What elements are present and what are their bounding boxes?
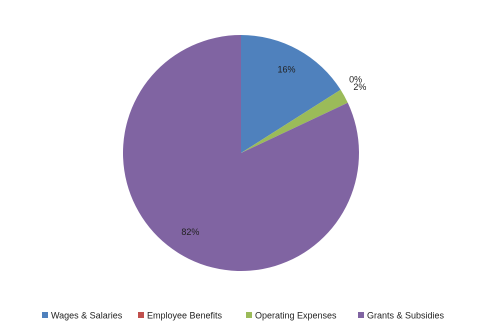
legend-label: Grants & Subsidies	[367, 310, 445, 320]
pie-slice	[241, 35, 341, 153]
data-label: 82%	[181, 227, 199, 237]
pie-slice	[241, 89, 348, 153]
legend-swatch	[42, 312, 48, 318]
data-label: 16%	[277, 65, 295, 75]
legend-swatch	[246, 312, 252, 318]
data-label: 0%	[349, 75, 362, 85]
legend-label: Wages & Salaries	[51, 310, 123, 320]
legend-swatch	[358, 312, 364, 318]
data-label: 2%	[353, 82, 366, 92]
legend-label: Operating Expenses	[255, 310, 337, 320]
legend-label: Employee Benefits	[147, 310, 223, 320]
pie-slice	[122, 35, 359, 271]
legend-swatch	[138, 312, 144, 318]
